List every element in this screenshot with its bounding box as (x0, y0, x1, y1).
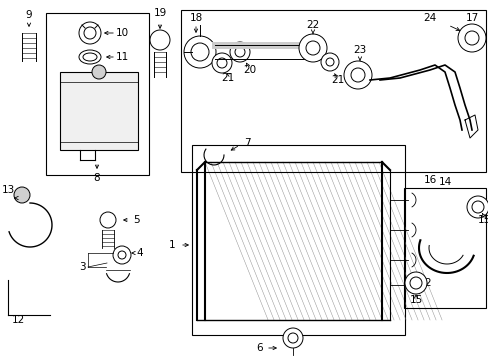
Circle shape (191, 43, 208, 61)
Circle shape (409, 277, 421, 289)
Circle shape (287, 333, 297, 343)
Circle shape (305, 41, 319, 55)
Circle shape (298, 34, 326, 62)
Text: 22: 22 (306, 20, 319, 30)
Text: 19: 19 (153, 8, 166, 18)
Text: 10: 10 (115, 28, 128, 38)
Text: 4: 4 (137, 248, 143, 258)
Text: 17: 17 (465, 13, 478, 23)
Text: 2: 2 (424, 278, 430, 288)
Bar (192, 145, 404, 335)
Circle shape (79, 22, 101, 44)
Text: 7: 7 (243, 138, 250, 148)
Circle shape (343, 61, 371, 89)
Text: 9: 9 (26, 10, 32, 20)
Circle shape (325, 58, 333, 66)
Bar (403, 188, 485, 308)
Text: 15: 15 (476, 215, 488, 225)
Text: 20: 20 (243, 65, 256, 75)
Text: 21: 21 (331, 75, 344, 85)
Text: 6: 6 (256, 343, 263, 353)
Circle shape (212, 53, 231, 73)
Text: 11: 11 (115, 52, 128, 62)
Circle shape (84, 27, 96, 39)
Text: 5: 5 (133, 215, 140, 225)
Text: 15: 15 (408, 295, 422, 305)
Ellipse shape (79, 50, 101, 64)
Circle shape (464, 31, 478, 45)
Circle shape (118, 251, 126, 259)
Text: 3: 3 (79, 262, 85, 272)
Circle shape (113, 246, 131, 264)
Text: 8: 8 (94, 173, 100, 183)
Text: 14: 14 (437, 177, 451, 187)
Text: 21: 21 (221, 73, 234, 83)
Text: 16: 16 (423, 175, 436, 185)
Circle shape (14, 187, 30, 203)
Circle shape (283, 328, 303, 348)
Bar (181, 10, 485, 172)
Circle shape (404, 272, 426, 294)
Text: 12: 12 (11, 315, 24, 325)
Circle shape (100, 212, 116, 228)
Text: 1: 1 (168, 240, 175, 250)
Circle shape (229, 42, 249, 62)
Text: 24: 24 (423, 13, 436, 23)
Circle shape (350, 68, 364, 82)
Circle shape (235, 47, 244, 57)
Circle shape (217, 58, 226, 68)
Text: 18: 18 (189, 13, 202, 23)
Text: 23: 23 (353, 45, 366, 55)
Text: 13: 13 (2, 185, 15, 195)
Circle shape (150, 30, 170, 50)
Circle shape (457, 24, 485, 52)
Circle shape (183, 36, 216, 68)
Circle shape (320, 53, 338, 71)
Circle shape (466, 196, 488, 218)
Circle shape (92, 65, 106, 79)
Bar (60, 72, 138, 150)
Bar (46, 13, 149, 175)
Ellipse shape (83, 53, 97, 61)
Circle shape (471, 201, 483, 213)
